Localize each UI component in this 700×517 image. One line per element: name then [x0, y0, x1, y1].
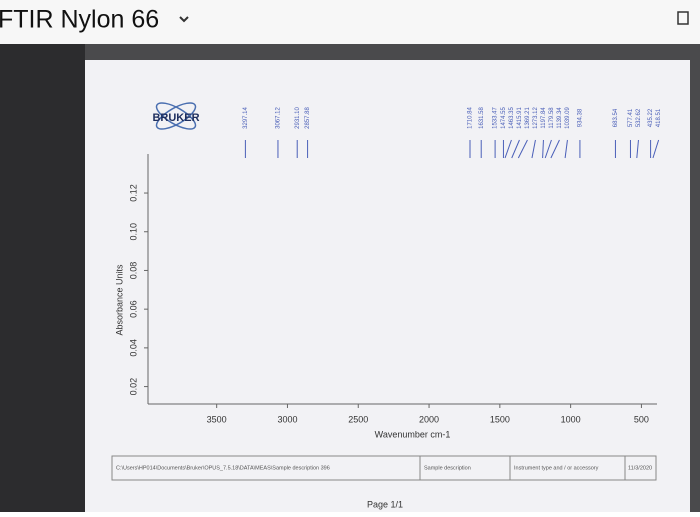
y-tick-label: 0.06 — [128, 300, 138, 318]
x-tick-label: 2500 — [348, 414, 368, 424]
peak-marker — [531, 139, 536, 159]
peak-label: 435.22 — [648, 108, 654, 127]
x-tick-label: 3500 — [207, 414, 227, 424]
sidebar — [0, 44, 85, 512]
peak-label: 1463.35 — [509, 107, 515, 129]
x-axis-label: Wavenumber cm-1 — [375, 429, 451, 439]
window-icon[interactable] — [677, 11, 689, 25]
peak-marker — [542, 139, 544, 159]
peak-marker — [550, 139, 560, 159]
peak-label: 1369.21 — [525, 107, 531, 129]
date: 11/3/2020 — [628, 465, 652, 471]
x-tick-label: 500 — [634, 414, 649, 424]
peak-label: 1179.58 — [549, 107, 555, 129]
y-tick-label: 0.12 — [128, 184, 138, 202]
y-tick-label: 0.10 — [128, 223, 138, 241]
y-tick-label: 0.08 — [128, 262, 138, 280]
peak-label: 3067.12 — [276, 107, 282, 129]
peak-label: 1631.58 — [479, 107, 485, 129]
brand: BRUKER — [152, 112, 199, 124]
peak-label: 532.62 — [636, 108, 642, 127]
peak-marker — [544, 139, 552, 159]
peak-label: 1039.09 — [565, 107, 571, 129]
title-bar — [0, 0, 700, 44]
peak-label: 1415.91 — [517, 107, 523, 129]
peak-label: 1273.12 — [533, 107, 539, 129]
window-title: FTIR Nylon 66 — [0, 6, 159, 34]
peak-marker — [504, 139, 512, 159]
sample-description: Sample description — [424, 465, 471, 471]
dropdown-icon[interactable] — [179, 16, 189, 23]
page-number: Page 1/1 — [367, 499, 403, 509]
y-axis-label: Absorbance Units — [114, 264, 124, 336]
paper — [85, 60, 690, 512]
x-tick-label: 2000 — [419, 414, 439, 424]
peak-label: 1139.34 — [557, 107, 563, 129]
x-tick-label: 1000 — [561, 414, 581, 424]
peak-label: 1533.47 — [493, 107, 499, 129]
peak-marker — [517, 139, 528, 159]
x-tick-label: 1500 — [490, 414, 510, 424]
y-tick-label: 0.02 — [128, 378, 138, 396]
peak-marker — [636, 139, 639, 159]
peak-label: 683.54 — [613, 108, 619, 127]
peak-marker — [652, 139, 660, 159]
peak-label: 1197.84 — [541, 107, 547, 129]
y-tick-label: 0.04 — [128, 339, 138, 357]
instrument: Instrument type and / or accessory — [514, 465, 599, 471]
peak-marker — [564, 139, 568, 159]
plot: 0.02 0.04 0.06 0.08 0.10 0.12 3500 3000 2500 2000… — [114, 107, 662, 440]
footer-box — [111, 455, 657, 481]
peak-label: 418.51 — [656, 108, 662, 127]
peak-label: 577.41 — [628, 108, 634, 127]
peak-label: 934.38 — [578, 108, 584, 127]
file-path: C:\Users\HP014\Documents\Bruker\OPUS_7.5… — [116, 465, 330, 471]
peak-label: 1474.55 — [501, 107, 507, 129]
peak-label: 3297.14 — [243, 107, 249, 129]
peak-label: 2931.10 — [295, 107, 301, 129]
x-tick-label: 3000 — [277, 414, 297, 424]
logo-ring — [155, 102, 197, 130]
peak-label: 2857.88 — [305, 107, 311, 129]
logo-ring — [155, 102, 197, 130]
peak-marker — [511, 139, 520, 159]
peak-label: 1710.84 — [468, 107, 474, 129]
